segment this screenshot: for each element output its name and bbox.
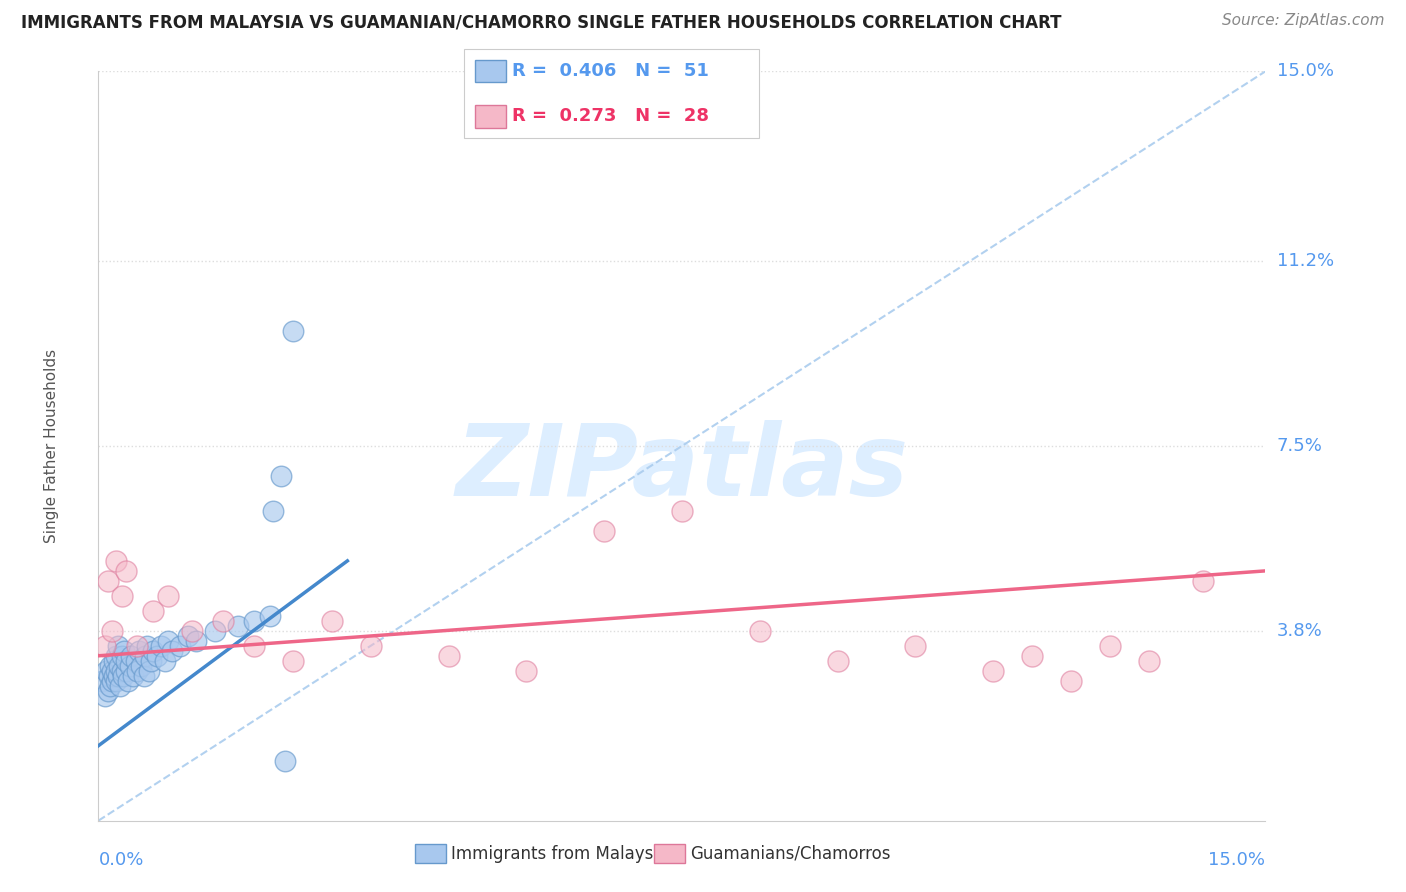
- Point: [127, 664, 149, 678]
- Text: 15.0%: 15.0%: [1208, 851, 1265, 869]
- Point: [100, 673, 122, 688]
- Point: [827, 654, 849, 668]
- Point: [98, 679, 121, 693]
- Point: [104, 648, 127, 663]
- Text: Source: ZipAtlas.com: Source: ZipAtlas.com: [1222, 13, 1385, 29]
- Text: Immigrants from Malaysia: Immigrants from Malaysia: [451, 845, 668, 863]
- Point: [321, 614, 343, 628]
- Point: [142, 644, 165, 658]
- Point: [138, 664, 160, 678]
- Point: [146, 648, 169, 663]
- Point: [107, 639, 129, 653]
- Point: [101, 664, 124, 678]
- Point: [103, 669, 125, 683]
- Text: 7.5%: 7.5%: [1277, 437, 1323, 455]
- Point: [135, 639, 157, 653]
- Point: [270, 469, 292, 483]
- Point: [107, 669, 129, 683]
- Point: [274, 754, 297, 768]
- Point: [437, 648, 460, 663]
- Point: [93, 639, 115, 653]
- Point: [243, 614, 266, 628]
- Point: [243, 639, 266, 653]
- Point: [111, 664, 134, 678]
- Point: [129, 658, 152, 673]
- Text: IMMIGRANTS FROM MALAYSIA VS GUAMANIAN/CHAMORRO SINGLE FATHER HOUSEHOLDS CORRELAT: IMMIGRANTS FROM MALAYSIA VS GUAMANIAN/CH…: [21, 13, 1062, 31]
- Point: [157, 589, 180, 603]
- Point: [593, 524, 616, 538]
- Point: [114, 654, 136, 668]
- Text: 0.0%: 0.0%: [98, 851, 143, 869]
- Point: [104, 673, 127, 688]
- Point: [120, 648, 142, 663]
- Point: [141, 654, 163, 668]
- Point: [262, 504, 284, 518]
- Point: [96, 664, 118, 678]
- Point: [111, 589, 134, 603]
- Point: [98, 658, 121, 673]
- Point: [1137, 654, 1160, 668]
- Point: [108, 679, 131, 693]
- Point: [748, 624, 770, 638]
- Point: [118, 658, 141, 673]
- Text: Guamanians/Chamorros: Guamanians/Chamorros: [690, 845, 891, 863]
- Point: [125, 654, 148, 668]
- Point: [1192, 574, 1215, 588]
- Text: Single Father Households: Single Father Households: [44, 349, 59, 543]
- Point: [1021, 648, 1043, 663]
- Point: [108, 658, 131, 673]
- Point: [97, 574, 120, 588]
- Point: [671, 504, 693, 518]
- Point: [114, 564, 136, 578]
- Point: [128, 644, 150, 658]
- Point: [97, 683, 120, 698]
- Point: [515, 664, 537, 678]
- Point: [1098, 639, 1121, 653]
- Point: [149, 639, 172, 653]
- Point: [204, 624, 226, 638]
- Point: [281, 654, 304, 668]
- Point: [1060, 673, 1083, 688]
- Point: [281, 324, 304, 338]
- Point: [212, 614, 235, 628]
- Point: [111, 648, 134, 663]
- Point: [177, 629, 200, 643]
- Text: R =  0.273   N =  28: R = 0.273 N = 28: [512, 107, 709, 125]
- Point: [112, 644, 135, 658]
- Point: [103, 654, 125, 668]
- Point: [91, 673, 114, 688]
- Point: [142, 604, 165, 618]
- Point: [114, 664, 136, 678]
- Text: 11.2%: 11.2%: [1277, 252, 1334, 270]
- Point: [105, 664, 128, 678]
- Point: [97, 669, 120, 683]
- Point: [180, 624, 202, 638]
- Point: [184, 633, 207, 648]
- Point: [93, 689, 115, 703]
- Point: [112, 669, 135, 683]
- Point: [127, 639, 149, 653]
- Point: [104, 554, 127, 568]
- Text: 3.8%: 3.8%: [1277, 622, 1322, 640]
- Text: R =  0.406   N =  51: R = 0.406 N = 51: [512, 62, 709, 80]
- Text: 15.0%: 15.0%: [1277, 62, 1333, 80]
- Point: [162, 644, 184, 658]
- Point: [904, 639, 927, 653]
- Text: ZIPatlas: ZIPatlas: [456, 420, 908, 517]
- Point: [134, 648, 156, 663]
- Point: [157, 633, 180, 648]
- Point: [153, 654, 176, 668]
- Point: [228, 619, 250, 633]
- Point: [122, 669, 145, 683]
- Point: [259, 608, 281, 623]
- Point: [360, 639, 382, 653]
- Point: [169, 639, 191, 653]
- Point: [101, 624, 124, 638]
- Point: [981, 664, 1004, 678]
- Point: [132, 669, 155, 683]
- Point: [117, 673, 139, 688]
